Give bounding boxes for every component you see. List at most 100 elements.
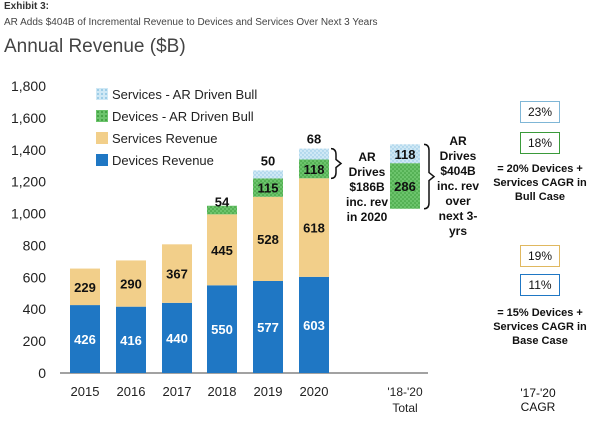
legend-swatch-devices-bull: [96, 110, 108, 122]
cagr-header-line: CAGR: [520, 400, 556, 414]
cagr-label-line: Services CAGR in: [493, 177, 587, 189]
x-tick-label: 2020: [300, 384, 329, 399]
bar-segment-services: [253, 196, 283, 282]
x-tick-label-total: Total: [392, 401, 417, 415]
bar-segment-services: [207, 214, 237, 286]
cagr-bull-devices-box: 18%: [520, 132, 560, 154]
bar-value-services: 229: [74, 280, 96, 295]
bar-value-devices: 426: [74, 332, 96, 347]
bar-segment-services-bull: [253, 170, 283, 179]
total-bar-value-services-bull: 118: [395, 147, 416, 162]
legend-label-services-bull: Services - AR Driven Bull: [112, 86, 258, 102]
annotation-drives-3yrs: AR Drives $404B inc. rev over next 3- yr…: [433, 134, 483, 239]
total-bar-devices-bull: [390, 163, 420, 209]
bar-value-services: 528: [257, 232, 279, 247]
y-tick-label: 1,200: [11, 174, 46, 190]
cagr-base-services-box: 19%: [520, 245, 560, 267]
bar-value-services: 618: [303, 221, 325, 236]
x-tick-label: 2015: [71, 384, 100, 399]
bar-segment-services: [299, 178, 329, 277]
cagr-label-line: Services CAGR in: [493, 321, 587, 333]
annotation-line: $186B: [349, 180, 385, 194]
chart-legend: Services - AR Driven Bull Devices - AR D…: [96, 83, 257, 171]
bar-segment-devices-bull: [207, 205, 237, 215]
bracket-total: [423, 143, 436, 210]
annotation-line: inc. rev: [345, 195, 389, 209]
annotation-drives-2020: AR Drives $186B inc. rev in 2020: [344, 150, 390, 225]
y-tick-label: 1,800: [11, 78, 46, 94]
y-tick-label: 600: [23, 269, 47, 285]
bar-value-services: 445: [211, 243, 233, 258]
annotation-line: in 2020: [346, 210, 388, 224]
annotation-line: next 3-: [438, 209, 478, 223]
x-tick-label: 2016: [117, 384, 146, 399]
bar-segment-services: [70, 268, 100, 306]
annotation-line: AR: [358, 150, 376, 164]
bar-segment-devices: [162, 302, 192, 373]
x-tick-label: 2019: [254, 384, 283, 399]
bar-segment-devices-bull: [253, 178, 283, 197]
bar-value-devices: 603: [303, 318, 325, 333]
y-tick-label: 400: [23, 301, 47, 317]
cagr-bull-label: = 20% Devices + Services CAGR in Bull Ca…: [488, 162, 592, 204]
x-tick-label: 2018: [208, 384, 237, 399]
annotation-line: Drives: [439, 149, 477, 163]
cagr-label-line: Bull Case: [514, 191, 566, 203]
legend-item-devices-bull: Devices - AR Driven Bull: [96, 105, 257, 127]
annotation-line: Drives: [348, 165, 386, 179]
exhibit-label: Exhibit 3:: [4, 1, 50, 12]
legend-item-services: Services Revenue: [96, 127, 257, 149]
cagr-label-line: = 15% Devices +: [497, 307, 583, 319]
cagr-label-line: = 20% Devices +: [497, 163, 583, 175]
bar-value-devices: 440: [166, 331, 188, 346]
total-bar-services-bull: [390, 144, 420, 164]
cagr-header-line: '17-'20: [520, 386, 556, 400]
bar-value-devices-bull: 54: [215, 195, 230, 210]
legend-item-services-bull: Services - AR Driven Bull: [96, 83, 257, 105]
cagr-base-devices-box: 11%: [520, 274, 560, 296]
cagr-base-label: = 15% Devices + Services CAGR in Base Ca…: [488, 306, 592, 348]
bar-segment-services-bull: [299, 148, 329, 160]
bar-segment-devices: [207, 285, 237, 373]
y-tick-label: 200: [23, 333, 47, 349]
y-tick-label: 1,400: [11, 142, 46, 158]
legend-item-devices: Devices Revenue: [96, 149, 257, 171]
chart-title: Annual Revenue ($B): [4, 36, 186, 57]
bar-value-devices-bull: 115: [258, 181, 279, 196]
y-tick-label: 1,000: [11, 206, 46, 222]
legend-swatch-services: [96, 132, 108, 144]
annotation-line: yrs: [448, 224, 468, 238]
legend-label-devices: Devices Revenue: [112, 152, 214, 168]
y-tick-label: 800: [23, 237, 47, 253]
y-tick-label: 1,600: [11, 110, 46, 126]
annotation-line: over: [445, 194, 471, 208]
bar-segment-devices: [70, 305, 100, 373]
bar-value-devices: 416: [120, 333, 142, 348]
bar-value-services: 367: [166, 267, 188, 282]
x-tick-label-total: '18-'20: [387, 385, 423, 399]
bar-value-services-bull: 50: [261, 154, 275, 169]
annotation-line: AR: [449, 134, 467, 148]
bar-segment-devices: [253, 281, 283, 373]
bar-segment-services: [162, 244, 192, 303]
bar-value-services: 290: [120, 277, 142, 292]
bar-segment-devices-bull: [299, 159, 329, 179]
bar-value-services-bull: 68: [307, 132, 321, 147]
annotation-line: inc. rev: [436, 179, 480, 193]
legend-label-devices-bull: Devices - AR Driven Bull: [112, 108, 254, 124]
chart-subtitle: AR Adds $404B of Incremental Revenue to …: [4, 17, 378, 28]
annotation-line: $404B: [440, 164, 476, 178]
bracket-2020: [330, 147, 343, 180]
cagr-bull-services-box: 23%: [520, 101, 560, 123]
y-tick-label: 0: [38, 365, 46, 381]
legend-swatch-services-bull: [96, 88, 108, 100]
cagr-column-header: '17-'20 CAGR: [508, 386, 568, 414]
cagr-label-line: Base Case: [512, 335, 568, 347]
legend-label-services: Services Revenue: [112, 130, 218, 146]
legend-swatch-devices: [96, 154, 108, 166]
bar-value-devices: 550: [211, 322, 233, 337]
bar-segment-services: [116, 260, 146, 307]
bar-value-devices-bull: 118: [304, 162, 325, 177]
bar-segment-devices: [299, 276, 329, 373]
